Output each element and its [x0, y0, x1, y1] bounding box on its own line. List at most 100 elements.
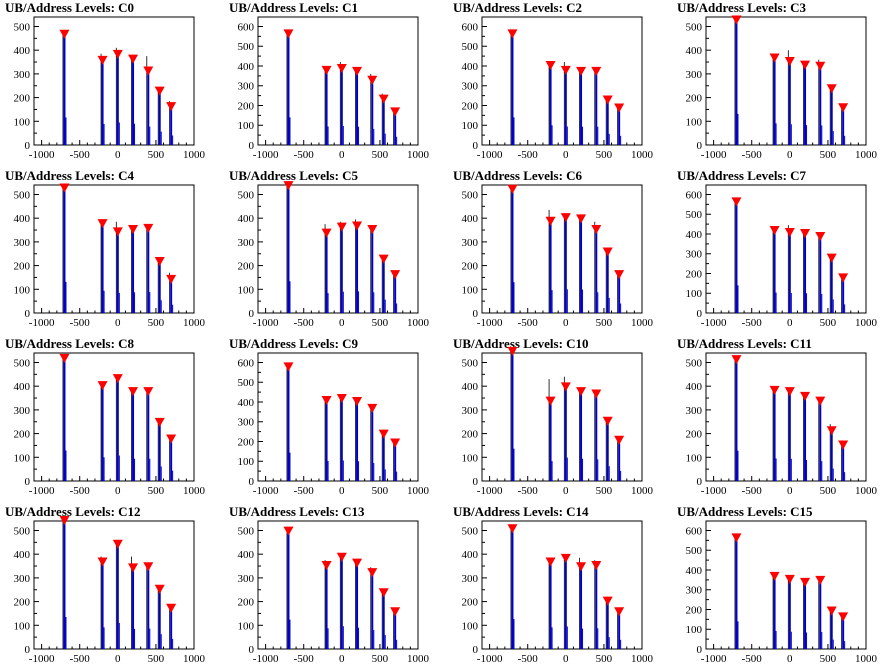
y-tick-label: 100	[14, 620, 31, 632]
peak-marker	[367, 403, 378, 413]
y-tick-label: 500	[14, 21, 31, 33]
y-tick-label: 200	[14, 597, 31, 609]
y-tick-label: 200	[462, 261, 479, 273]
x-tick-label: -1000	[477, 485, 503, 497]
peak-marker	[815, 231, 826, 241]
y-tick-label: 100	[462, 620, 479, 632]
peak-marker	[352, 558, 363, 568]
y-tick-label: 100	[238, 120, 255, 132]
x-tick-label: 0	[115, 485, 121, 497]
y-tick-label: 400	[238, 61, 255, 73]
chart-panel: UB/Address Levels: C5 0 100 200 300 400 500 -10…	[229, 168, 430, 329]
chart-panel: UB/Address Levels: C8 0 100 200 300 400 500 -10…	[5, 336, 206, 497]
peak-marker	[97, 557, 108, 567]
x-tick-label: 0	[339, 485, 345, 497]
peak-marker	[97, 219, 108, 229]
peak-marker	[602, 596, 613, 606]
chart-title: UB/Address Levels: C0	[5, 0, 134, 15]
y-tick-label: 600	[238, 357, 255, 369]
x-tick-label: 500	[372, 485, 389, 497]
y-tick-label: 100	[686, 624, 703, 636]
x-tick-label: 500	[820, 485, 837, 497]
y-tick-label: 500	[14, 525, 31, 537]
y-tick-label: 0	[25, 476, 31, 488]
x-tick-label: 500	[148, 149, 165, 161]
y-tick-label: 0	[249, 644, 255, 656]
plot-frame	[481, 520, 643, 650]
peak-marker	[97, 55, 108, 65]
x-tick-label: -500	[518, 149, 539, 161]
y-tick-label: 400	[238, 549, 255, 561]
y-tick-label: 300	[462, 405, 479, 417]
plot-frame	[257, 184, 419, 314]
peak-marker	[128, 387, 139, 397]
peak-marker	[336, 394, 347, 404]
plot-frame	[481, 352, 643, 482]
y-tick-label: 100	[686, 452, 703, 464]
peak-marker	[784, 387, 795, 397]
peak-marker	[352, 66, 363, 76]
chart-title: UB/Address Levels: C2	[453, 0, 582, 15]
peak-marker	[591, 389, 602, 399]
chart-title: UB/Address Levels: C5	[229, 168, 359, 183]
peak-marker	[367, 225, 378, 235]
y-tick-label: 500	[238, 525, 255, 537]
peak-marker	[390, 438, 401, 448]
x-tick-label: -500	[294, 149, 315, 161]
x-tick-label: -500	[518, 485, 539, 497]
x-tick-label: 0	[339, 317, 345, 329]
peak-marker	[154, 86, 165, 96]
chart-title: UB/Address Levels: C14	[453, 504, 589, 519]
peak-marker	[576, 214, 587, 224]
y-tick-label: 400	[686, 381, 703, 393]
y-tick-label: 0	[697, 140, 703, 152]
peak-marker	[321, 65, 332, 75]
y-tick-label: 400	[686, 45, 703, 57]
peak-marker	[59, 29, 70, 39]
peak-marker	[390, 607, 401, 617]
peak-marker	[602, 247, 613, 257]
peak-marker	[143, 66, 154, 76]
x-tick-label: -500	[518, 653, 539, 665]
peak-marker	[545, 216, 556, 226]
x-tick-label: -1000	[477, 317, 503, 329]
peak-marker	[154, 257, 165, 267]
y-tick-label: 100	[686, 116, 703, 128]
y-tick-label: 0	[473, 644, 479, 656]
y-tick-label: 0	[473, 308, 479, 320]
x-tick-label: 500	[820, 317, 837, 329]
y-tick-label: 200	[14, 261, 31, 273]
peak-marker	[591, 66, 602, 76]
peak-marker	[560, 553, 571, 563]
x-tick-label: -1000	[253, 653, 279, 665]
x-tick-label: -1000	[29, 149, 55, 161]
peak-marker	[815, 575, 826, 585]
y-tick-label: 100	[238, 456, 255, 468]
x-tick-label: 500	[596, 149, 613, 161]
peak-marker	[838, 103, 849, 113]
peak-marker	[283, 29, 294, 39]
x-tick-label: 1000	[855, 317, 878, 329]
x-tick-label: -1000	[477, 653, 503, 665]
y-tick-label: 200	[14, 93, 31, 105]
peak-marker	[378, 429, 389, 439]
peak-marker	[112, 539, 123, 549]
x-tick-label: 1000	[855, 485, 878, 497]
x-tick-label: 0	[787, 317, 793, 329]
y-tick-label: 400	[686, 565, 703, 577]
peak-marker	[378, 588, 389, 598]
chart-panel: UB/Address Levels: C1 0 100 200 300 400 500 600…	[229, 0, 430, 161]
x-tick-label: -1000	[29, 485, 55, 497]
y-tick-label: 100	[14, 116, 31, 128]
chart-panel: UB/Address Levels: C15 0 100 200 300 400 500 60…	[677, 504, 878, 665]
peak-marker	[614, 435, 625, 445]
chart-panel: UB/Address Levels: C0 0 100 200 300 400 500 -10…	[5, 0, 206, 161]
peak-marker	[826, 426, 837, 436]
peak-marker	[59, 353, 70, 363]
x-tick-label: 500	[148, 485, 165, 497]
x-tick-label: 1000	[855, 653, 878, 665]
chart-title: UB/Address Levels: C13	[229, 504, 365, 519]
x-tick-label: 1000	[631, 485, 654, 497]
chart-panel: UB/Address Levels: C2 0 100 200 300 400 500 600…	[453, 0, 654, 161]
